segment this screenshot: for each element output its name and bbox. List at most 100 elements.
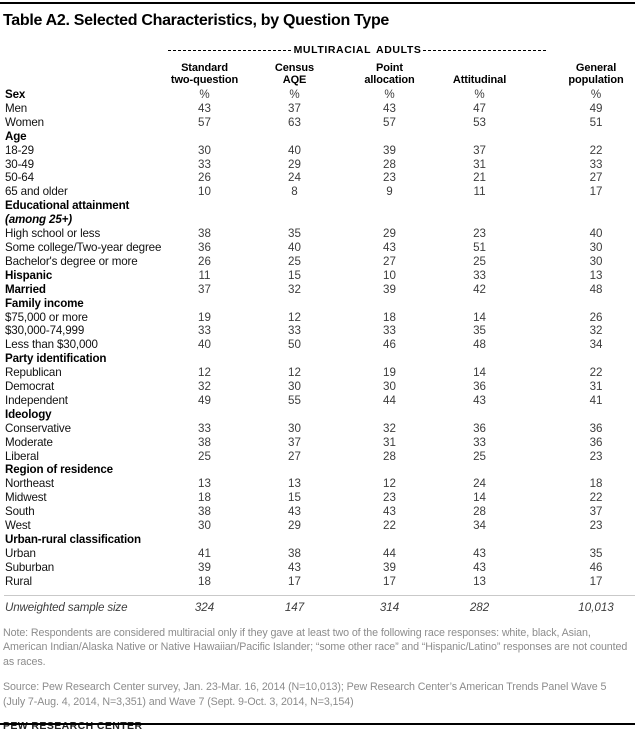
cell-value: 27 [288,449,301,463]
cell-value: 46 [589,560,603,574]
cell-value: 23 [589,519,603,533]
cell-value: 282 [437,594,558,615]
col-header-attitudinal: Attitudinal [452,73,507,86]
cell-value: 48 [589,282,603,296]
cell-value: 8 [291,185,298,199]
cell-value: 35 [589,546,603,560]
cell-value: 24 [473,477,486,491]
sample-size-row: Unweighted sample size 324 147 314 282 1… [4,594,635,615]
table-row: Conservative 33 30 32 36 36 [4,422,635,436]
cell-value: 28 [383,449,396,463]
row-label: Suburban [5,560,55,574]
row-label: Republican [5,366,62,380]
row-label: South [5,505,35,519]
cell-value: 147 [247,594,342,615]
cell-value [162,213,247,227]
cell-value: 9 [386,185,393,199]
table-title: Table A2. Selected Characteristics, by Q… [3,12,390,29]
cell-value: 46 [383,338,396,352]
table-row: Men 43 37 43 47 49 [4,102,635,116]
cell-value: 24 [288,171,301,185]
cell-value: 19 [198,310,211,324]
row-label: 18-29 [5,143,34,157]
table-row: South 38 43 43 28 37 [4,505,635,519]
cell-value: 33 [198,157,211,171]
top-rule [0,2,635,4]
row-label: Married [5,282,46,296]
cell-value: 57 [198,115,211,129]
cell-value [162,297,247,311]
cell-value: 12 [198,366,211,380]
cell-value: 30 [198,519,211,533]
cell-value: 34 [589,338,603,352]
cell-value [557,533,635,547]
cell-value: 26 [198,254,211,268]
cell-value: 30 [383,380,396,394]
cell-value: 25 [288,254,301,268]
cell-value [557,213,635,227]
table-row: Bachelor's degree or more 26 25 27 25 30 [4,255,635,269]
cell-value [557,463,635,477]
cell-value: 12 [288,366,301,380]
row-label: Region of residence [5,463,113,477]
table-row: 18-29 30 40 39 37 22 [4,144,635,158]
cell-value: 43 [383,101,396,115]
table-row: 65 and older 10 8 9 11 17 [4,185,635,199]
col-header-general-population: General population [568,62,624,86]
table-row: Ideology [4,408,635,422]
cell-value [247,213,342,227]
cell-value: 32 [288,282,301,296]
cell-value: 38 [198,435,211,449]
cell-value: 63 [288,115,301,129]
cell-value: 25 [198,449,211,463]
cell-value [342,297,437,311]
table-row: West 30 29 22 34 23 [4,519,635,533]
cell-value [437,463,557,477]
cell-value: % [590,88,602,101]
cell-value [342,352,437,366]
table-row: Independent 49 55 44 43 41 [4,394,635,408]
cell-value: 33 [473,268,486,282]
cell-value: 44 [383,546,396,560]
row-label: $30,000-74,999 [5,324,85,338]
cell-value: 43 [288,505,301,519]
table-row: Urban 41 38 44 43 35 [4,547,635,561]
cell-value: 43 [473,393,486,407]
cell-value: 21 [473,171,486,185]
spacer-cell [4,40,162,56]
row-label: Women [5,115,44,129]
cell-value: 43 [198,101,211,115]
cell-value: 23 [473,227,486,241]
group-header: MULTIRACIAL ADULTS [162,44,557,56]
row-label: Bachelor's degree or more [5,254,138,268]
row-label: Midwest [5,491,47,505]
cell-value: 51 [589,115,603,129]
cell-value: % [384,88,395,101]
cell-value: 13 [198,477,211,491]
cell-value: 33 [198,324,211,338]
cell-value: 13 [473,574,486,588]
cell-value: 10 [383,268,396,282]
table-row: Midwest 18 15 23 14 22 [4,491,635,505]
cell-value [247,408,342,422]
table-row: Less than $30,000 40 50 46 48 34 [4,338,635,352]
cell-value: 31 [383,435,396,449]
row-label: Party identification [5,352,107,366]
row-label: Educational attainment [5,199,130,213]
cell-value: 22 [383,519,396,533]
cell-value: 47 [473,101,486,115]
cell-value [162,463,247,477]
cell-value: 33 [383,324,396,338]
cell-value [437,352,557,366]
cell-value [162,199,247,213]
row-label: Family income [5,296,84,310]
cell-value: 14 [473,491,486,505]
cell-value [342,199,437,213]
row-label: Sex [5,88,26,101]
spacer-cell [557,40,635,56]
table-row: Hispanic 11 15 10 33 13 [4,269,635,283]
table-row: Rural 18 17 17 13 17 [4,575,635,595]
cell-value: 38 [198,227,211,241]
cell-value: 23 [383,491,396,505]
